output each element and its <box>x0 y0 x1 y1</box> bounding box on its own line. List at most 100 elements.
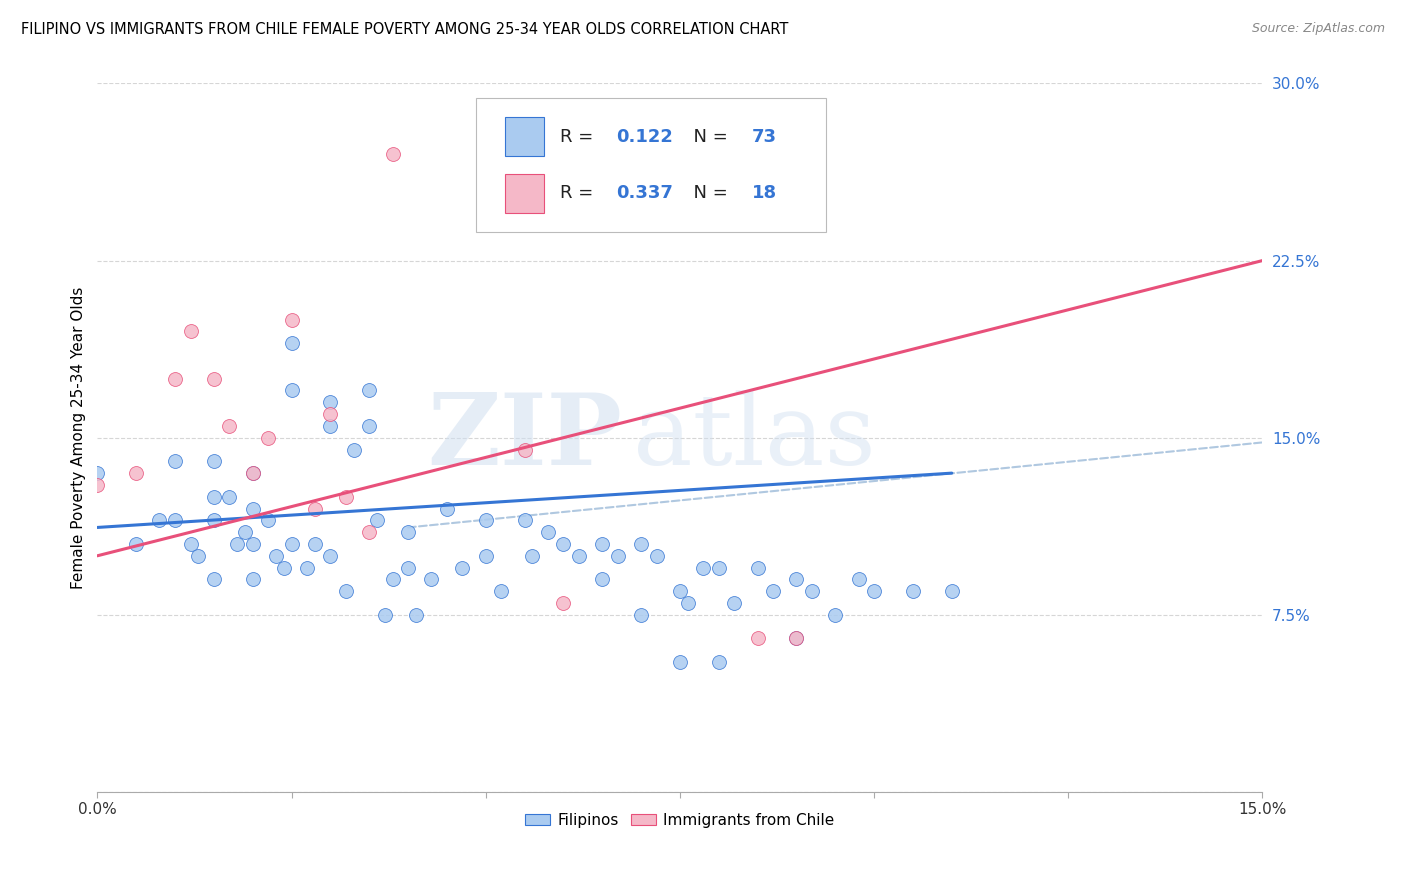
Text: R =: R = <box>560 128 599 145</box>
Point <box>474 549 496 563</box>
Point <box>707 560 730 574</box>
Point <box>359 384 381 398</box>
Point <box>257 513 280 527</box>
Text: FILIPINO VS IMMIGRANTS FROM CHILE FEMALE POVERTY AMONG 25-34 YEAR OLDS CORRELATI: FILIPINO VS IMMIGRANTS FROM CHILE FEMALE… <box>21 22 789 37</box>
Point <box>359 525 381 540</box>
Point <box>537 525 560 540</box>
Point <box>863 584 886 599</box>
Point <box>553 596 575 610</box>
Point <box>86 478 108 492</box>
Point <box>747 560 769 574</box>
Point <box>630 537 652 551</box>
Text: 0.337: 0.337 <box>616 185 672 202</box>
Point <box>125 466 148 480</box>
Point <box>280 537 302 551</box>
Point <box>257 431 280 445</box>
Point <box>848 573 870 587</box>
Text: R =: R = <box>560 185 599 202</box>
Point <box>319 549 342 563</box>
Point <box>304 501 326 516</box>
Point <box>591 537 613 551</box>
Point <box>669 584 692 599</box>
Text: Source: ZipAtlas.com: Source: ZipAtlas.com <box>1251 22 1385 36</box>
Point <box>187 549 209 563</box>
Point <box>295 560 318 574</box>
Point <box>568 549 591 563</box>
Point <box>366 513 388 527</box>
Point <box>202 573 225 587</box>
Point <box>676 596 699 610</box>
Point <box>319 395 342 409</box>
Text: 73: 73 <box>752 128 778 145</box>
Point <box>335 584 357 599</box>
Point <box>163 372 186 386</box>
Point <box>396 525 419 540</box>
Point <box>242 501 264 516</box>
Point <box>280 384 302 398</box>
Point <box>451 560 474 574</box>
Text: N =: N = <box>682 128 734 145</box>
Point <box>273 560 295 574</box>
Point <box>343 442 366 457</box>
Point <box>180 325 202 339</box>
Point <box>319 418 342 433</box>
Point <box>163 513 186 527</box>
Point <box>901 584 924 599</box>
Point <box>591 573 613 587</box>
Point <box>491 584 513 599</box>
Point <box>420 573 443 587</box>
Point <box>707 655 730 669</box>
Point <box>800 584 823 599</box>
Y-axis label: Female Poverty Among 25-34 Year Olds: Female Poverty Among 25-34 Year Olds <box>72 286 86 589</box>
FancyBboxPatch shape <box>505 174 544 213</box>
Legend: Filipinos, Immigrants from Chile: Filipinos, Immigrants from Chile <box>519 806 841 834</box>
Text: 18: 18 <box>752 185 778 202</box>
Text: atlas: atlas <box>633 390 876 485</box>
Point <box>304 537 326 551</box>
Point <box>645 549 668 563</box>
Point <box>148 513 170 527</box>
Point <box>86 466 108 480</box>
Point <box>264 549 287 563</box>
Point <box>522 549 544 563</box>
Point <box>785 632 807 646</box>
Point <box>785 573 807 587</box>
Text: N =: N = <box>682 185 734 202</box>
Point <box>630 607 652 622</box>
Point <box>669 655 692 669</box>
Point <box>762 584 785 599</box>
Point <box>513 442 536 457</box>
Point <box>824 607 846 622</box>
Text: ZIP: ZIP <box>427 389 621 486</box>
Point <box>785 632 807 646</box>
Point <box>553 537 575 551</box>
Point <box>280 312 302 326</box>
Point <box>513 513 536 527</box>
Point <box>436 501 458 516</box>
Point <box>396 560 419 574</box>
FancyBboxPatch shape <box>477 97 825 232</box>
Text: 0.122: 0.122 <box>616 128 672 145</box>
Point <box>202 372 225 386</box>
Point <box>202 490 225 504</box>
Point <box>242 466 264 480</box>
Point <box>723 596 745 610</box>
Point <box>359 418 381 433</box>
Point <box>180 537 202 551</box>
Point <box>941 584 963 599</box>
Point <box>202 454 225 468</box>
Point <box>335 490 357 504</box>
Point <box>218 490 240 504</box>
Point <box>692 560 714 574</box>
Point <box>405 607 427 622</box>
Point <box>125 537 148 551</box>
Point <box>606 549 628 563</box>
Point <box>474 513 496 527</box>
Point <box>374 607 396 622</box>
Point <box>163 454 186 468</box>
Point <box>202 513 225 527</box>
Point <box>242 537 264 551</box>
Point <box>747 632 769 646</box>
Point <box>381 573 404 587</box>
Point <box>381 147 404 161</box>
